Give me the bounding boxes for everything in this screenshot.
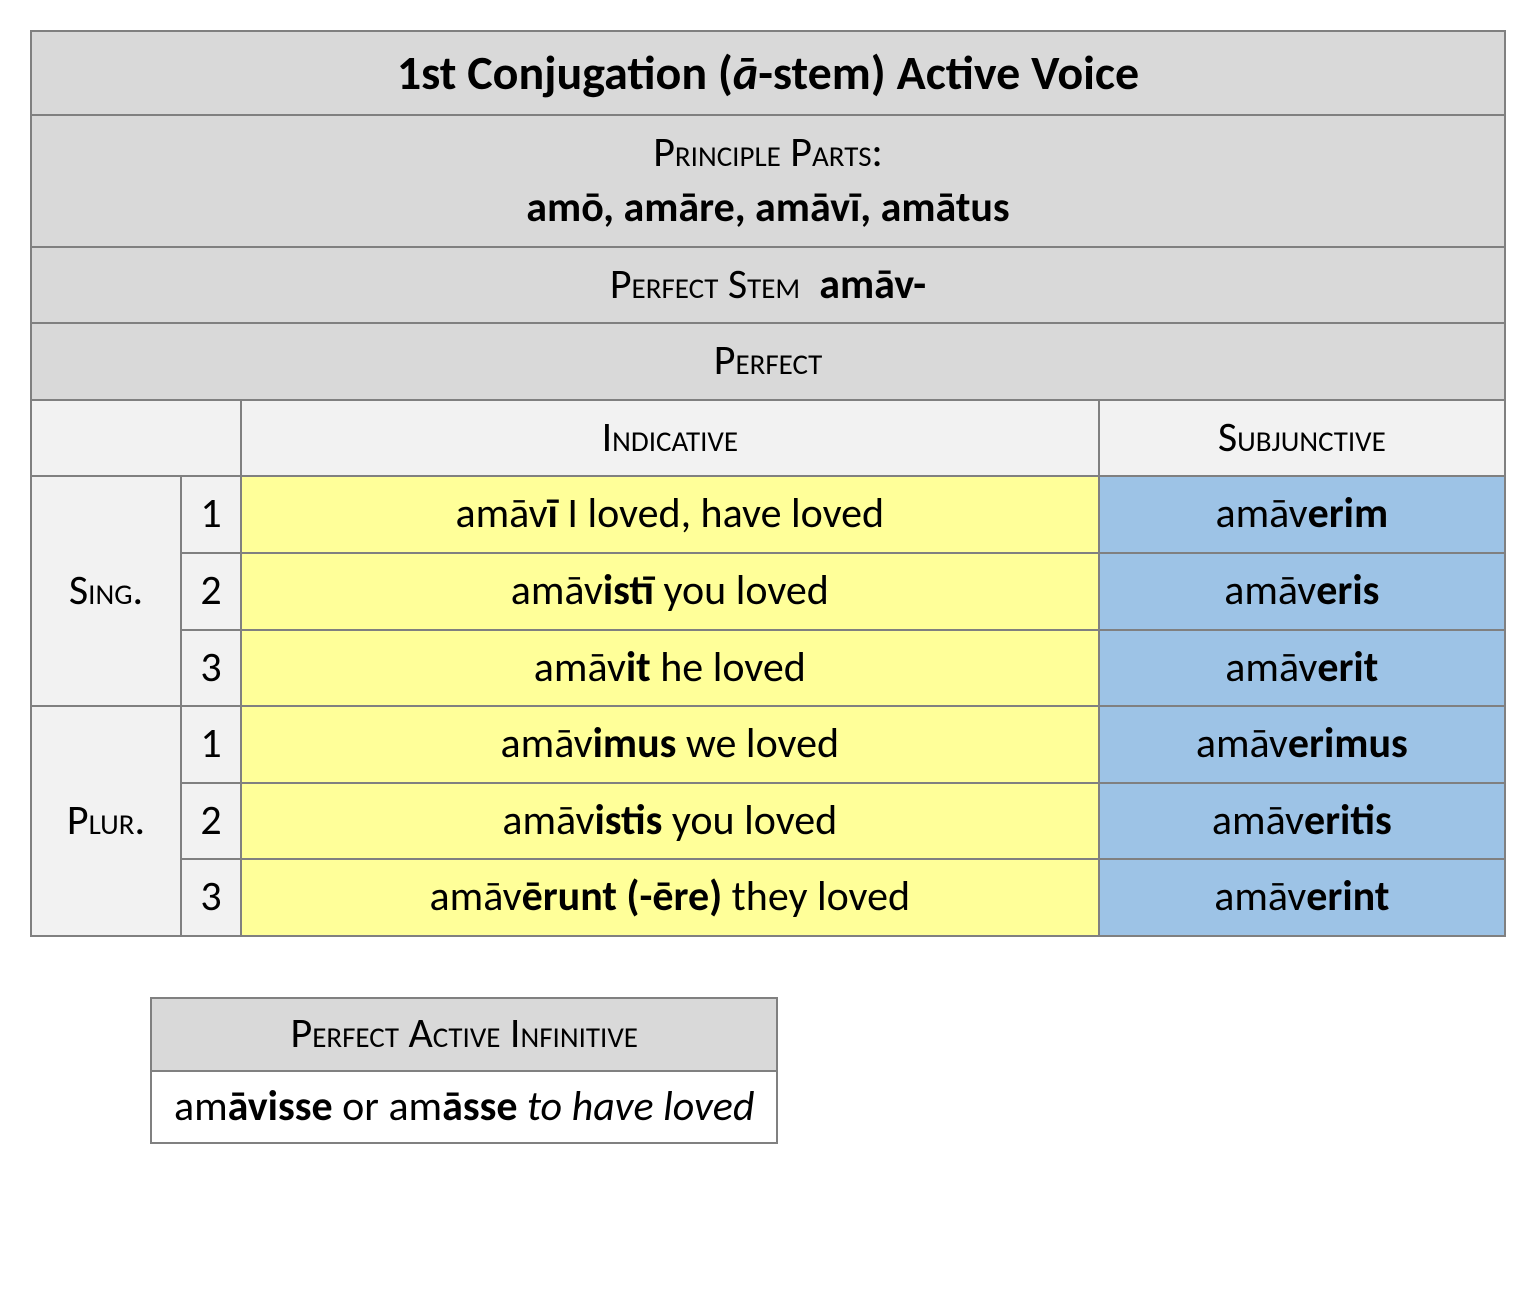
person-number: 1	[181, 706, 241, 783]
stem-value: amāv-	[819, 259, 926, 310]
infinitive-label: Perfect Active Infinitive	[151, 998, 777, 1071]
title-post: -stem) Active Voice	[758, 43, 1139, 102]
stem-label: Perfect Stem	[610, 259, 800, 310]
person-number: 3	[181, 630, 241, 707]
conjugation-table: 1st Conjugation (ā-stem) Active Voice Pr…	[30, 30, 1506, 937]
indicative-head: Indicative	[241, 400, 1099, 477]
indicative-cell: amāvistī you loved	[241, 553, 1099, 630]
blank-head	[31, 400, 241, 477]
infinitive-forms: amāvisse or amāsse to have loved	[151, 1071, 777, 1144]
subjunctive-cell: amāverimus	[1099, 706, 1505, 783]
table-title: 1st Conjugation (ā-stem) Active Voice	[31, 31, 1505, 115]
number-singular: Sing.	[31, 476, 181, 706]
table-row: Plur. 1 amāvimus we loved amāverimus	[31, 706, 1505, 783]
infinitive-table: Perfect Active Infinitive amāvisse or am…	[150, 997, 778, 1144]
pp-label: Principle Parts:	[653, 127, 883, 178]
subjunctive-cell: amāverit	[1099, 630, 1505, 707]
table-row: Sing. 1 amāvī I loved, have loved amāver…	[31, 476, 1505, 553]
indicative-cell: amāvit he loved	[241, 630, 1099, 707]
stem-row: Perfect Stem amāv-	[31, 247, 1505, 324]
title-stem: ā	[733, 43, 758, 102]
tense-label: Perfect	[31, 323, 1505, 400]
table-row: 2 amāvistis you loved amāveritis	[31, 783, 1505, 860]
person-number: 2	[181, 783, 241, 860]
subjunctive-cell: amāverint	[1099, 859, 1505, 936]
table-row: 2 amāvistī you loved amāveris	[31, 553, 1505, 630]
pp-values: amō, amāre, amāvī, amātus	[526, 182, 1009, 233]
subjunctive-cell: amāveris	[1099, 553, 1505, 630]
person-number: 1	[181, 476, 241, 553]
person-number: 3	[181, 859, 241, 936]
indicative-cell: amāvimus we loved	[241, 706, 1099, 783]
indicative-cell: amāvī I loved, have loved	[241, 476, 1099, 553]
title-pre: 1st Conjugation (	[397, 43, 733, 102]
principle-parts-row: Principle Parts: amō, amāre, amāvī, amāt…	[31, 115, 1505, 246]
table-row: 3 amāvit he loved amāverit	[31, 630, 1505, 707]
number-plural: Plur.	[31, 706, 181, 936]
person-number: 2	[181, 553, 241, 630]
subjunctive-cell: amāveritis	[1099, 783, 1505, 860]
indicative-cell: amāvērunt (-ēre) they loved	[241, 859, 1099, 936]
subjunctive-head: Subjunctive	[1099, 400, 1505, 477]
table-row: 3 amāvērunt (-ēre) they loved amāverint	[31, 859, 1505, 936]
indicative-cell: amāvistis you loved	[241, 783, 1099, 860]
subjunctive-cell: amāverim	[1099, 476, 1505, 553]
